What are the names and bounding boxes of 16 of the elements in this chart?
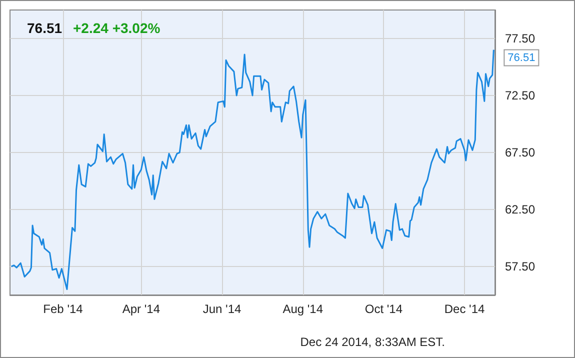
x-tick-label: Dec '14 xyxy=(444,302,486,316)
x-tick-label: Apr '14 xyxy=(122,302,160,316)
y-tick-label: 62.50 xyxy=(505,202,536,216)
x-tick-label: Aug '14 xyxy=(282,302,324,316)
x-tick-label: Feb '14 xyxy=(43,302,84,316)
text: +2.24 +3.02% xyxy=(73,20,161,36)
y-tick-label: 77.50 xyxy=(505,32,536,46)
text: Dec 24 2014, 8:33AM EST. xyxy=(300,335,445,349)
y-tick-label: 57.50 xyxy=(505,260,536,274)
y-tick-label: 67.50 xyxy=(505,146,536,160)
x-tick-label: Jun '14 xyxy=(202,302,242,316)
annotation: 76.51 xyxy=(508,52,536,64)
x-tick-label: Oct '14 xyxy=(364,302,403,316)
line-series xyxy=(10,49,494,290)
y-tick-label: 72.50 xyxy=(505,88,536,102)
text: 76.51 xyxy=(27,20,62,36)
